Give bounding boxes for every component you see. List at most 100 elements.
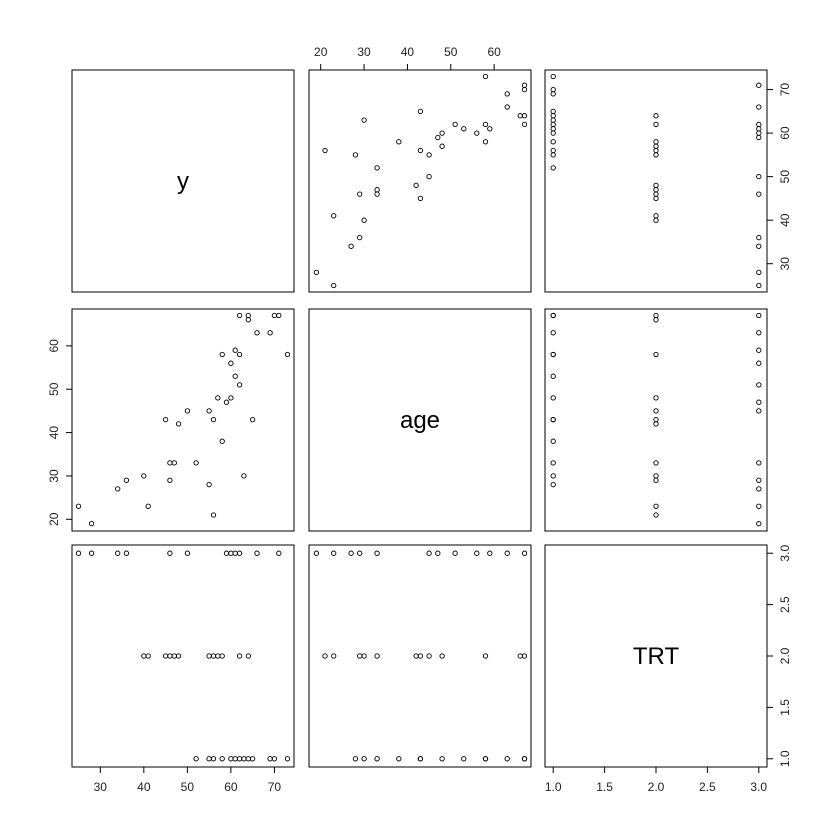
data-point (162, 653, 169, 659)
data-point (756, 134, 762, 141)
data-point (141, 473, 147, 479)
x-tick-label-TRT: 1.0 (545, 780, 562, 794)
data-point (439, 143, 445, 149)
y-tick-label-TRT: 1.5 (778, 699, 792, 716)
data-point (236, 312, 243, 319)
x-tick-label-y: 40 (137, 780, 151, 794)
data-point (313, 550, 320, 556)
y-tick-label-y: 70 (778, 83, 792, 97)
data-point (232, 347, 238, 353)
data-point (352, 152, 359, 158)
data-point (487, 126, 493, 132)
data-point (756, 82, 762, 88)
data-point (241, 473, 247, 479)
data-point (396, 756, 402, 762)
x-tick-label-y: 30 (94, 780, 108, 794)
data-point (215, 653, 221, 659)
variable-label-age: age (400, 407, 440, 434)
data-point (374, 653, 380, 659)
data-point (210, 756, 217, 762)
data-point (550, 86, 556, 93)
data-point (653, 477, 659, 483)
data-point (653, 317, 659, 323)
data-point (426, 653, 432, 659)
x-tick-label-y: 50 (181, 780, 195, 794)
data-point (653, 473, 659, 479)
data-point (653, 152, 659, 158)
data-point (88, 550, 95, 556)
x-tick-label-age: 50 (444, 45, 458, 59)
data-point (219, 351, 225, 358)
data-point (267, 330, 273, 336)
data-point (348, 550, 354, 556)
data-point (756, 477, 762, 483)
data-point (245, 317, 251, 323)
data-point (417, 653, 424, 659)
data-point (123, 477, 130, 483)
data-point (206, 408, 212, 414)
panel-r1-c0 (71, 308, 295, 532)
data-point (452, 550, 458, 556)
data-point (653, 416, 659, 423)
data-point (396, 139, 402, 145)
panel-frame (71, 308, 295, 532)
data-point (219, 653, 225, 659)
data-point (193, 756, 199, 762)
data-point (653, 351, 659, 358)
data-point (550, 147, 556, 154)
data-point (504, 91, 510, 97)
data-point (417, 108, 424, 115)
panel-frame (544, 308, 768, 532)
panel-frame (308, 69, 532, 293)
data-point (348, 243, 354, 249)
panel-r2-c1 (308, 544, 532, 768)
data-point (175, 421, 182, 427)
data-point (228, 395, 234, 401)
data-point (653, 147, 659, 154)
x-tick-label-y: 70 (268, 780, 282, 794)
data-point (756, 312, 762, 319)
data-point (206, 481, 212, 488)
data-point (228, 550, 234, 556)
data-point (504, 104, 510, 110)
data-point (474, 550, 480, 556)
data-point (521, 653, 528, 659)
data-point (756, 382, 762, 388)
data-point (145, 653, 151, 659)
data-point (236, 382, 243, 388)
data-point (271, 312, 278, 319)
panel-r0-c2 (544, 69, 768, 293)
x-tick-label-y: 60 (224, 780, 238, 794)
data-point (322, 653, 328, 659)
panel-frame (308, 308, 532, 532)
data-point (361, 756, 367, 762)
y-tick-label-age: 60 (47, 339, 61, 353)
data-point (653, 191, 659, 197)
data-point (653, 187, 659, 193)
data-point (461, 126, 467, 132)
data-point (331, 213, 337, 219)
data-point (284, 351, 291, 358)
data-point (123, 550, 130, 556)
x-tick-label-TRT: 2.0 (648, 780, 665, 794)
data-point (756, 173, 762, 180)
data-point (417, 147, 424, 154)
data-point (756, 234, 762, 241)
data-point (756, 121, 762, 128)
data-point (254, 330, 260, 336)
data-point (331, 282, 337, 289)
x-tick-label-TRT: 2.5 (699, 780, 716, 794)
data-point (361, 653, 367, 659)
data-point (756, 282, 762, 289)
data-point (756, 399, 762, 405)
data-point (162, 416, 169, 423)
data-point (550, 416, 556, 423)
data-point (482, 653, 489, 659)
data-point (550, 165, 556, 171)
panel-r0-c0: y (71, 69, 295, 293)
data-point (653, 460, 659, 466)
data-point (223, 550, 230, 556)
data-point (254, 550, 260, 556)
data-point (426, 550, 432, 556)
data-point (267, 756, 273, 762)
